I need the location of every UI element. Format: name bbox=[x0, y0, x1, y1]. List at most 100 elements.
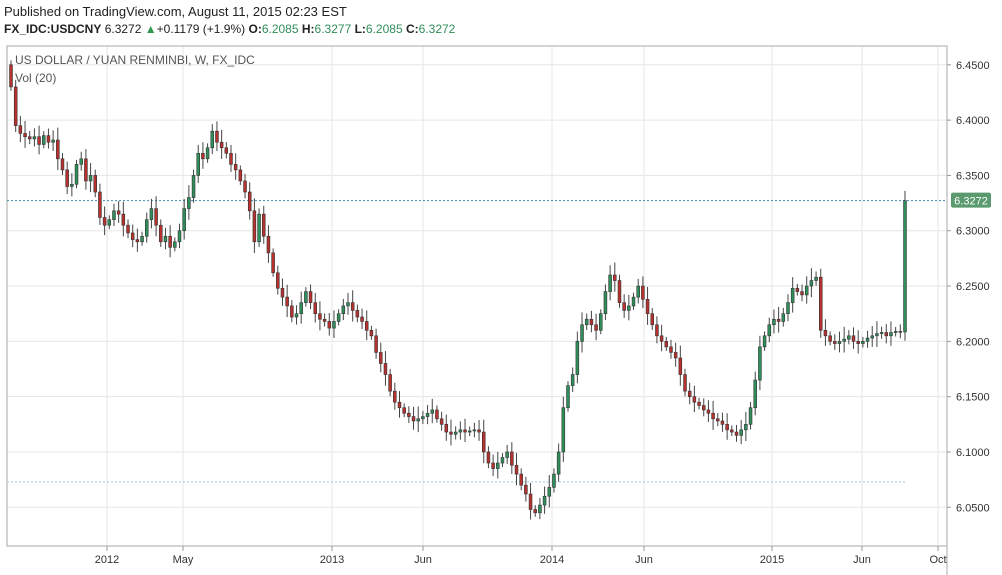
candle-body bbox=[655, 324, 659, 337]
candle-body bbox=[360, 316, 364, 322]
candle-body bbox=[528, 493, 533, 510]
candle-body bbox=[60, 158, 65, 171]
candle-body bbox=[187, 197, 191, 209]
price-chart[interactable]: 6.4500 6.4000 6.3500 6.3000 6.2500 6.2000 6.15… bbox=[0, 42, 1002, 575]
candle-body bbox=[570, 374, 575, 386]
candle-body bbox=[247, 191, 252, 212]
published-credit: Published on TradingView.com, August 11,… bbox=[4, 4, 347, 19]
candle-body bbox=[374, 335, 378, 353]
candle-body bbox=[18, 125, 23, 134]
y-tick-label: 6.2500 bbox=[956, 281, 990, 293]
candle-body bbox=[603, 291, 608, 314]
time-axis[interactable]: 2012 May 2013 Jun 2014 Jun 2015 Jun Oct bbox=[95, 546, 947, 566]
candle-body bbox=[659, 335, 664, 342]
candle-body bbox=[725, 424, 729, 431]
candle-body bbox=[126, 224, 130, 234]
candle-body bbox=[449, 431, 453, 435]
candle-body bbox=[210, 130, 215, 149]
candle-body bbox=[514, 464, 519, 475]
candle-body bbox=[744, 424, 748, 431]
candle-body bbox=[182, 208, 186, 232]
candle-body bbox=[477, 429, 481, 433]
candle-body bbox=[828, 335, 832, 342]
candle-body bbox=[617, 280, 622, 303]
candle-body bbox=[561, 407, 566, 453]
candle-body bbox=[847, 335, 851, 340]
candle-body bbox=[889, 332, 893, 337]
quote-line: FX_IDC:USDCNY 6.3272 ▲+0.1179 (+1.9%) O:… bbox=[4, 22, 455, 36]
candle-body bbox=[804, 285, 809, 296]
close-label: C: bbox=[405, 22, 419, 36]
candle-body bbox=[547, 487, 552, 497]
candle-body bbox=[673, 352, 678, 359]
candle-body bbox=[74, 164, 79, 185]
low-value: 6.2085 bbox=[365, 22, 403, 36]
y-tick-label: 6.3500 bbox=[956, 170, 990, 182]
candle-body bbox=[538, 504, 542, 514]
candle-body bbox=[865, 337, 870, 342]
close-value: 6.3272 bbox=[418, 22, 456, 36]
candle-body bbox=[13, 86, 18, 126]
candle-body bbox=[444, 424, 449, 433]
candle-body bbox=[631, 296, 636, 307]
candle-body bbox=[697, 401, 701, 406]
candle-body bbox=[786, 302, 790, 314]
candle-body bbox=[219, 141, 224, 149]
candle-body bbox=[280, 287, 285, 298]
candle-body bbox=[318, 313, 322, 320]
candle-body bbox=[299, 302, 303, 314]
candle-body bbox=[542, 495, 547, 506]
candle-body bbox=[767, 324, 772, 337]
candle-body bbox=[364, 321, 369, 331]
candle-body bbox=[776, 318, 781, 322]
candle-body bbox=[772, 318, 776, 326]
candle-body bbox=[425, 412, 430, 417]
candle-body bbox=[739, 429, 743, 436]
candle-body bbox=[669, 346, 673, 353]
x-tick-label: Jun bbox=[414, 554, 432, 566]
candle-body bbox=[809, 280, 814, 287]
x-tick-label: 2014 bbox=[540, 554, 564, 566]
candle-body bbox=[692, 396, 697, 403]
candle-body bbox=[645, 299, 650, 314]
candle-body bbox=[467, 430, 472, 433]
high-label: H: bbox=[301, 22, 315, 36]
candle-body bbox=[879, 332, 884, 334]
candle-body bbox=[556, 451, 561, 475]
y-tick-label: 6.4000 bbox=[956, 115, 990, 127]
candle-body bbox=[641, 285, 645, 300]
candle-body bbox=[341, 305, 346, 314]
y-tick-label: 6.3000 bbox=[956, 226, 990, 238]
candle-body bbox=[346, 302, 350, 307]
candle-body bbox=[678, 357, 683, 375]
candle-body bbox=[112, 210, 116, 220]
candle-body bbox=[584, 318, 589, 326]
candle-body bbox=[369, 329, 374, 337]
candle-body bbox=[650, 313, 654, 326]
candle-body bbox=[130, 232, 135, 240]
x-tick-label: 2013 bbox=[320, 554, 344, 566]
volume-indicator-label[interactable]: Vol (20) bbox=[15, 71, 56, 85]
candle-body bbox=[173, 241, 177, 248]
candle-body bbox=[875, 333, 879, 337]
candle-body bbox=[42, 135, 46, 145]
candle-body bbox=[505, 451, 509, 458]
candle-body bbox=[510, 451, 514, 466]
candle-body bbox=[379, 352, 383, 364]
x-tick-label: 2015 bbox=[760, 554, 784, 566]
candle-body bbox=[154, 208, 158, 226]
chart-header: Published on TradingView.com, August 11,… bbox=[0, 0, 1002, 42]
candle-body bbox=[135, 239, 140, 243]
candle-body bbox=[795, 287, 800, 292]
candle-body bbox=[664, 341, 669, 348]
candle-body bbox=[435, 409, 439, 420]
y-tick-label: 6.4500 bbox=[956, 60, 990, 72]
candle-body bbox=[552, 473, 556, 488]
candle-body bbox=[833, 341, 837, 344]
price-axis[interactable]: 6.4500 6.4000 6.3500 6.3000 6.2500 6.2000 6.15… bbox=[947, 60, 990, 514]
candle-body bbox=[168, 235, 172, 248]
up-arrow-icon: ▲ bbox=[144, 22, 157, 36]
candle-body bbox=[580, 324, 584, 342]
candle-body bbox=[814, 276, 818, 281]
candle-body bbox=[481, 431, 486, 453]
